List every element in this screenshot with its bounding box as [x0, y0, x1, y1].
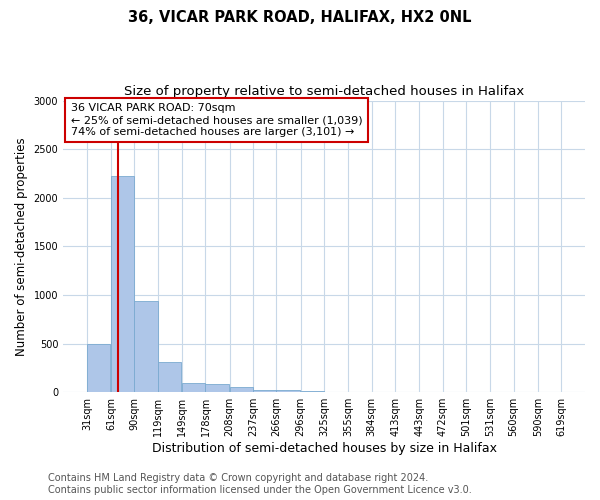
Y-axis label: Number of semi-detached properties: Number of semi-detached properties	[15, 137, 28, 356]
Title: Size of property relative to semi-detached houses in Halifax: Size of property relative to semi-detach…	[124, 85, 524, 98]
Text: 36 VICAR PARK ROAD: 70sqm
← 25% of semi-detached houses are smaller (1,039)
74% : 36 VICAR PARK ROAD: 70sqm ← 25% of semi-…	[71, 104, 362, 136]
Bar	[87, 344, 110, 392]
Bar	[134, 301, 158, 392]
Bar	[182, 384, 205, 392]
Bar	[111, 176, 134, 392]
Bar	[301, 391, 324, 392]
Text: Contains HM Land Registry data © Crown copyright and database right 2024.
Contai: Contains HM Land Registry data © Crown c…	[48, 474, 472, 495]
Bar	[158, 362, 181, 392]
Text: 36, VICAR PARK ROAD, HALIFAX, HX2 0NL: 36, VICAR PARK ROAD, HALIFAX, HX2 0NL	[128, 10, 472, 25]
Bar	[205, 384, 229, 392]
Bar	[253, 390, 277, 392]
Bar	[277, 390, 300, 392]
X-axis label: Distribution of semi-detached houses by size in Halifax: Distribution of semi-detached houses by …	[152, 442, 497, 455]
Bar	[230, 388, 253, 392]
